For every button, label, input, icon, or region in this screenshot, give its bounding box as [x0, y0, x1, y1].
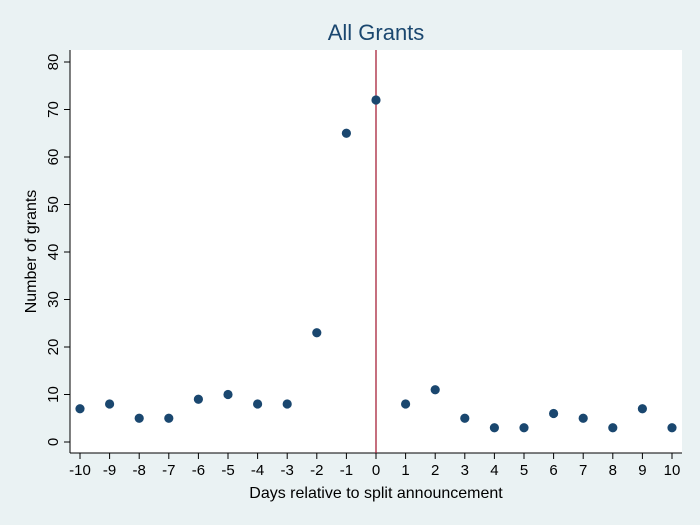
data-point: [134, 413, 144, 423]
x-tick-label: 8: [609, 462, 617, 479]
data-point: [282, 399, 292, 409]
data-point: [401, 399, 411, 409]
data-point: [667, 423, 677, 433]
x-axis-title: Days relative to split announcement: [249, 485, 503, 502]
data-point: [578, 413, 588, 423]
x-tick-label: -2: [310, 462, 323, 479]
data-point: [430, 385, 440, 395]
y-tick-label: 80: [45, 54, 62, 71]
x-tick-label: 10: [664, 462, 681, 479]
x-tick-label: -3: [281, 462, 294, 479]
y-tick-label: 60: [45, 149, 62, 166]
chart-title: All Grants: [328, 20, 425, 45]
y-tick-label: 10: [45, 386, 62, 403]
x-tick-label: 5: [520, 462, 528, 479]
data-point: [608, 423, 618, 433]
y-tick-label: 0: [45, 438, 62, 446]
data-point: [549, 408, 559, 419]
data-point: [223, 389, 233, 400]
data-point: [105, 399, 115, 409]
x-tick-label: 0: [372, 462, 380, 479]
x-tick-label: -8: [133, 462, 146, 479]
x-tick-label: -6: [192, 462, 205, 479]
x-tick-label: -5: [221, 462, 234, 479]
y-tick-label: 30: [45, 291, 62, 308]
x-tick-label: 6: [549, 462, 557, 479]
x-tick-label: -4: [251, 462, 264, 479]
data-point: [519, 423, 529, 433]
x-tick-label: 2: [431, 462, 439, 479]
x-tick-label: 1: [401, 462, 409, 479]
data-point: [371, 95, 381, 105]
y-tick-label: 20: [45, 339, 62, 356]
data-point: [341, 128, 351, 138]
data-point: [312, 328, 322, 338]
x-tick-label: -9: [103, 462, 116, 479]
x-tick-label: 9: [638, 462, 646, 479]
data-point: [253, 399, 263, 409]
x-tick-label: 4: [490, 462, 498, 479]
y-axis-title: Number of grants: [23, 190, 40, 314]
y-tick-label: 70: [45, 101, 62, 118]
x-tick-label: 7: [579, 462, 587, 479]
data-point: [460, 413, 470, 423]
y-tick-label: 40: [45, 244, 62, 261]
data-point: [489, 423, 499, 433]
y-tick-label: 50: [45, 196, 62, 213]
data-point: [193, 394, 203, 404]
x-tick-label: -7: [162, 462, 175, 479]
data-point: [75, 404, 85, 414]
data-point: [164, 413, 174, 423]
data-point: [637, 404, 648, 414]
x-tick-label: -1: [340, 462, 353, 479]
x-tick-label: 3: [461, 462, 469, 479]
data-points: [75, 95, 677, 433]
x-tick-label: -10: [69, 462, 91, 479]
